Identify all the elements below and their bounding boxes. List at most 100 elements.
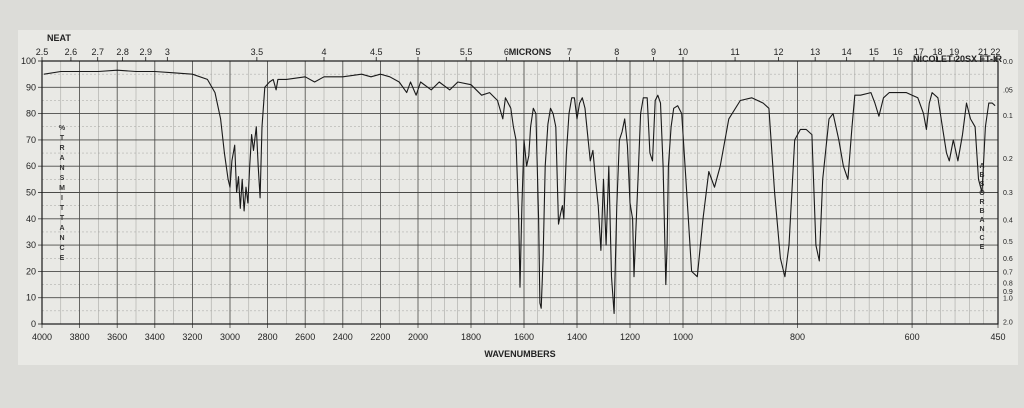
- sample-label: NEAT: [47, 33, 71, 43]
- y2-tick-label: 0.3: [1003, 190, 1013, 197]
- instrument-label: NICOLET 20SX FT-IR: [913, 54, 1003, 64]
- top-tick-label: 5.5: [460, 47, 473, 57]
- y2-tick-label: 0.2: [1003, 156, 1013, 163]
- x-tick-label: 1800: [461, 332, 481, 342]
- y2-tick-label: 0.4: [1003, 217, 1013, 224]
- y-axis-title-glyph: T: [60, 205, 65, 212]
- y-tick-label: 90: [26, 82, 36, 92]
- x-tick-label: 1200: [620, 332, 640, 342]
- x-tick-label: 2200: [370, 332, 390, 342]
- y2-axis-title-glyph: B: [979, 208, 984, 215]
- x-tick-label: 3000: [220, 332, 240, 342]
- x-tick-label: 2600: [295, 332, 315, 342]
- y2-tick-label: 0.0: [1003, 59, 1013, 66]
- x-tick-label: 800: [790, 332, 805, 342]
- y-tick-label: 80: [26, 109, 36, 119]
- y-axis-title-glyph: N: [59, 235, 64, 242]
- x-tick-label: 4000: [32, 332, 52, 342]
- x-tick-label: 2400: [333, 332, 353, 342]
- y2-axis-title-glyph: C: [979, 235, 984, 242]
- y-axis-title-glyph: R: [59, 145, 64, 152]
- top-tick-label: 5: [415, 47, 420, 57]
- y2-tick-label: 2.0: [1003, 319, 1013, 326]
- x-tick-label: 1600: [514, 332, 534, 342]
- x-tick-label: 600: [905, 332, 920, 342]
- y2-tick-label: 1.0: [1003, 296, 1013, 303]
- y2-tick-label: 0.9: [1003, 289, 1013, 296]
- y2-tick-label: 0.5: [1003, 239, 1013, 246]
- x-tick-label: 450: [990, 332, 1005, 342]
- y-axis-title-glyph: E: [60, 255, 65, 262]
- y2-axis-title-glyph: R: [979, 199, 984, 206]
- y-tick-label: 40: [26, 214, 36, 224]
- top-tick-label: 9: [651, 47, 656, 57]
- y2-tick-label: 0.8: [1003, 280, 1013, 287]
- y-axis-title-glyph: A: [59, 225, 64, 232]
- top-tick-label: 2.8: [116, 47, 129, 57]
- x-tick-label: 3600: [107, 332, 127, 342]
- x-tick-label: 3400: [145, 332, 165, 342]
- y2-axis-title-glyph: E: [980, 244, 985, 251]
- top-tick-label: 22: [990, 47, 1000, 57]
- y-tick-label: 70: [26, 135, 36, 145]
- y2-axis-title-glyph: B: [979, 172, 984, 179]
- y-tick-label: 100: [21, 56, 36, 66]
- y2-tick-label: 0.1: [1003, 113, 1013, 120]
- top-tick-label: 11: [730, 47, 739, 57]
- top-tick-label: 3: [165, 47, 170, 57]
- y-axis-title-glyph: C: [59, 245, 64, 252]
- top-tick-label: 15: [869, 47, 879, 57]
- top-tick-label: 16: [893, 47, 903, 57]
- top-tick-label: 2.9: [139, 47, 152, 57]
- y2-tick-label: .05: [1003, 88, 1013, 95]
- top-tick-label: 10: [678, 47, 688, 57]
- top-tick-label: 13: [810, 47, 820, 57]
- x-tick-label: 2800: [258, 332, 278, 342]
- top-tick-label: 19: [949, 47, 959, 57]
- x-tick-label: 1400: [567, 332, 587, 342]
- y-tick-label: 10: [26, 293, 36, 303]
- y2-axis-title-glyph: A: [979, 217, 984, 224]
- y-axis-title-glyph: I: [61, 195, 63, 202]
- y2-axis-title-glyph: O: [979, 190, 985, 197]
- y-axis-title-glyph: S: [60, 175, 65, 182]
- y2-axis-title-glyph: A: [979, 163, 984, 170]
- y-axis-title-glyph: N: [59, 165, 64, 172]
- y2-tick-label: 0.6: [1003, 256, 1013, 263]
- top-tick-label: 7: [567, 47, 572, 57]
- top-tick-label: 6: [504, 47, 509, 57]
- series: [43, 69, 996, 315]
- x-tick-label: 2000: [408, 332, 428, 342]
- top-tick-label: 17: [914, 47, 924, 57]
- x-tick-label: 3800: [70, 332, 90, 342]
- y-tick-label: 0: [31, 319, 36, 329]
- top-tick-label: 2.6: [65, 47, 78, 57]
- top-tick-label: 4.5: [370, 47, 383, 57]
- top-tick-label: 12: [773, 47, 783, 57]
- top-tick-label: 3.5: [251, 47, 264, 57]
- spectrum-line: [43, 69, 996, 315]
- top-tick-label: 14: [842, 47, 852, 57]
- y-tick-label: 60: [26, 161, 36, 171]
- y-axis-title-glyph: M: [59, 185, 65, 192]
- y2-tick-label: 0.7: [1003, 270, 1013, 277]
- top-axis-label: MICRONS: [509, 47, 552, 57]
- top-tick-label: 2.7: [91, 47, 104, 57]
- y-axis-title-glyph: A: [59, 155, 64, 162]
- top-tick-label: 21: [978, 47, 988, 57]
- x-axis-title: WAVENUMBERS: [484, 349, 555, 359]
- y-tick-label: 50: [26, 188, 36, 198]
- y-axis-title-glyph: %: [59, 125, 66, 132]
- y-axis-title-glyph: T: [60, 215, 65, 222]
- axes: 4000 3800 3600 3400 3200 3000 2800 2600 2400 2200…: [21, 47, 1013, 342]
- top-tick-label: 4: [321, 47, 326, 57]
- plot-frame: [41, 60, 999, 325]
- x-tick-label: 3200: [182, 332, 202, 342]
- y-axis-title-glyph: T: [60, 135, 65, 142]
- top-tick-label: 8: [614, 47, 619, 57]
- y-tick-label: 30: [26, 240, 36, 250]
- x-tick-label: 1000: [673, 332, 693, 342]
- top-tick-label: 2.5: [36, 47, 49, 57]
